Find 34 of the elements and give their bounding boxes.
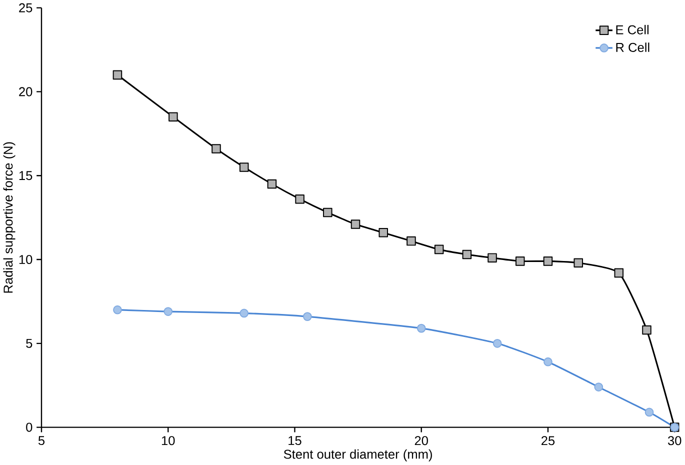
legend-label: E Cell [616,25,649,35]
x-tick-label: 30 [668,436,682,446]
point [350,220,360,230]
y-tick-label: 20 [19,87,32,96]
point [642,326,652,335]
point [614,268,624,278]
y-tick-label: 0 [26,422,32,432]
point [112,70,122,80]
point [168,112,178,122]
x-tick-label: 5 [38,436,45,446]
point [239,162,249,172]
x-tick-label: 15 [288,436,302,446]
point [543,256,553,266]
y-tick-label: 5 [26,339,32,348]
point [406,236,416,246]
point [212,144,221,154]
y-tick-label: 10 [19,255,32,264]
point [574,258,583,268]
legend-label: R Cell [616,42,650,52]
point [434,245,444,254]
y-tick-label: 15 [19,171,32,180]
point [378,228,388,238]
y-axis-title: Radial supportive force (N) [3,142,16,293]
point [488,253,497,263]
x-tick-label: 10 [162,436,175,446]
point [323,208,332,218]
y-tick-label: 25 [19,3,32,13]
point [515,256,525,266]
point [462,250,472,260]
x-tick-label: 25 [542,436,555,446]
point [267,180,277,189]
point [295,194,304,204]
x-tick-label: 20 [414,436,428,446]
x-axis-title: Stent outer diameter (mm) [284,450,432,462]
